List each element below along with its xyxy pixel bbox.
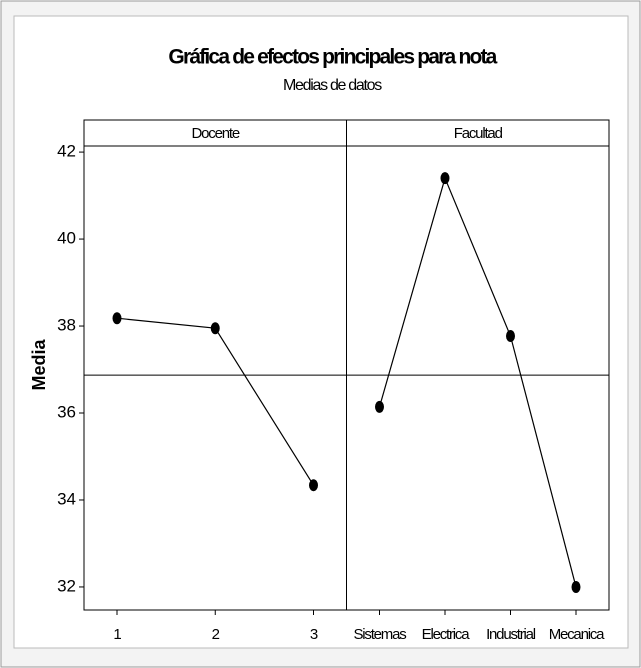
x-tick-label: 1 bbox=[113, 626, 121, 643]
chart-subtitle: Medias de datos bbox=[283, 77, 382, 94]
x-tick-label: Industrial bbox=[486, 626, 536, 643]
line bbox=[378, 176, 577, 588]
x-tick-label: Sistemas bbox=[353, 626, 406, 643]
y-tick-label: 42 bbox=[57, 142, 76, 161]
y-tick-label: 34 bbox=[57, 489, 76, 508]
point bbox=[375, 400, 384, 413]
y-tick-label: 38 bbox=[57, 316, 76, 335]
panel-title: Facultad bbox=[454, 125, 503, 142]
point bbox=[210, 322, 220, 335]
y-tick-label: 32 bbox=[57, 576, 76, 595]
plot-background bbox=[13, 15, 629, 649]
panel-header bbox=[346, 119, 610, 147]
point bbox=[309, 479, 318, 492]
panel-title: Docente bbox=[192, 125, 240, 142]
y-tick-label: 40 bbox=[57, 229, 76, 248]
y-axis-label: Media bbox=[29, 339, 49, 391]
x-tick-label: 2 bbox=[212, 626, 220, 643]
point bbox=[440, 172, 450, 185]
panel bbox=[346, 145, 610, 611]
point bbox=[571, 580, 581, 593]
chart-title: Gráfica de efectos principales para nota bbox=[168, 46, 497, 69]
point bbox=[112, 312, 122, 325]
x-tick-label: Electrica bbox=[422, 626, 471, 643]
x-tick-label: 3 bbox=[310, 626, 318, 643]
x-tick-label: Mecanica bbox=[549, 626, 605, 643]
y-tick-label: 36 bbox=[57, 402, 76, 421]
point bbox=[506, 330, 515, 343]
